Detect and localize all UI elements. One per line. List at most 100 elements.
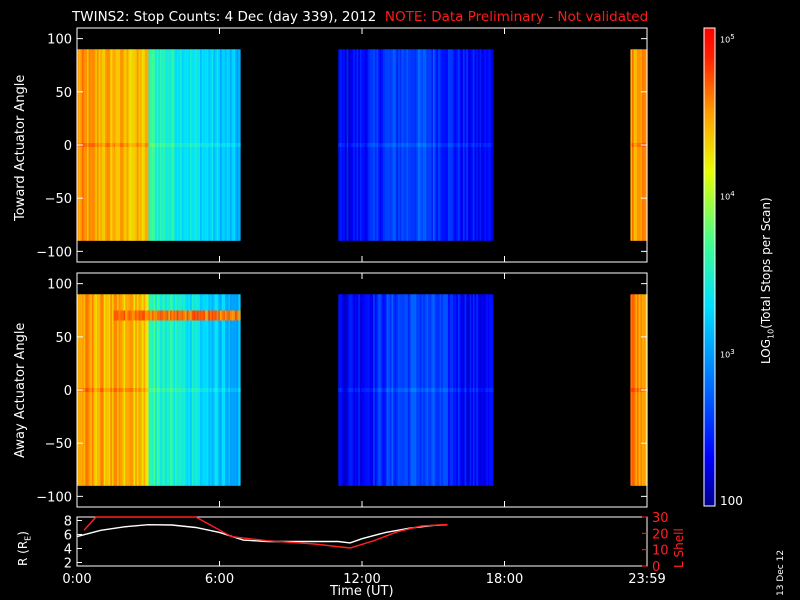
heatmap-high-angle-band — [153, 310, 156, 321]
heatmap-high-angle-band — [148, 310, 151, 321]
heatmap-high-angle-band — [175, 310, 178, 321]
heatmap-zero-band — [423, 388, 426, 392]
heatmap-zero-band — [482, 143, 486, 147]
heatmap-zero-band — [477, 388, 481, 392]
heatmap-zero-band — [443, 143, 446, 147]
heatmap-zero-band — [404, 388, 408, 392]
heatmap-zero-band — [398, 388, 401, 392]
heatmap-zero-band — [467, 388, 471, 392]
heatmap-zero-band — [419, 143, 422, 147]
heatmap-zero-band — [351, 143, 354, 147]
heatmap-zero-band — [198, 388, 201, 392]
heatmap-zero-band — [211, 143, 214, 147]
heatmap-zero-band — [424, 143, 427, 147]
heatmap-zero-band — [155, 388, 158, 392]
heatmap-zero-band — [391, 143, 394, 147]
heatmap-zero-band — [151, 388, 155, 392]
heatmap-zero-band — [438, 143, 441, 147]
heatmap-high-angle-band — [115, 310, 118, 321]
heatmap-zero-band — [454, 388, 457, 392]
heatmap-high-angle-band — [221, 310, 224, 321]
heatmap-zero-band — [170, 143, 173, 147]
heatmap-zero-band — [638, 388, 641, 392]
heatmap-zero-band — [221, 388, 224, 392]
heatmap-zero-band — [354, 388, 358, 392]
heatmap-zero-band — [461, 143, 464, 147]
heatmap-zero-band — [416, 388, 419, 392]
heatmap-zero-band — [436, 388, 439, 392]
heatmap-zero-band — [396, 143, 399, 147]
heatmap-zero-band — [103, 143, 106, 147]
heatmap-high-angle-band — [220, 310, 223, 321]
heatmap-high-angle-band — [178, 310, 181, 321]
heatmap-zero-band — [431, 143, 434, 147]
heatmap-zero-band — [635, 143, 638, 147]
heatmap-zero-band — [486, 143, 489, 147]
heatmap-zero-band — [411, 143, 414, 147]
heatmap-zero-band — [226, 388, 229, 392]
heatmap-high-angle-band — [180, 310, 183, 321]
heatmap-high-angle-band — [126, 310, 130, 321]
heatmap-zero-band — [469, 143, 472, 147]
heatmap-zero-band — [346, 388, 349, 392]
heatmap-zero-band — [165, 143, 168, 147]
heatmap-high-angle-band — [193, 310, 196, 321]
heatmap-zero-band — [414, 143, 417, 147]
heatmap-zero-band — [338, 388, 341, 392]
heatmap-zero-band — [404, 143, 408, 147]
heatmap-zero-band — [444, 388, 447, 392]
heatmap-zero-band — [120, 143, 123, 147]
heatmap-zero-band — [220, 143, 223, 147]
heatmap-zero-band — [100, 388, 103, 392]
heatmap-high-angle-band — [236, 310, 239, 321]
heatmap-zero-band — [120, 388, 123, 392]
heatmap-zero-band — [121, 143, 125, 147]
heatmap-zero-band — [361, 143, 364, 147]
heatmap-zero-band — [464, 143, 467, 147]
heatmap-high-angle-band — [128, 310, 131, 321]
heatmap-zero-band — [431, 388, 434, 392]
heatmap-zero-band — [637, 388, 640, 392]
heatmap-zero-band — [186, 388, 189, 392]
heatmap-zero-band — [403, 143, 406, 147]
heatmap-zero-band — [487, 388, 491, 392]
heatmap-zero-band — [448, 388, 451, 392]
heatmap-zero-band — [449, 143, 452, 147]
heatmap-zero-band — [366, 143, 369, 147]
heatmap-high-angle-band — [196, 310, 199, 321]
heatmap-zero-band — [236, 388, 239, 392]
heatmap-high-angle-band — [125, 310, 128, 321]
heatmap-zero-band — [206, 388, 209, 392]
heatmap-zero-band — [384, 143, 388, 147]
heatmap-high-angle-band — [203, 310, 206, 321]
heatmap-zero-band — [426, 388, 429, 392]
heatmap-zero-band — [633, 143, 636, 147]
x-tick-label: 23:59 — [628, 572, 665, 587]
heatmap-zero-band — [183, 388, 186, 392]
middle-panel-ylabel: Away Actuator Angle — [13, 322, 28, 458]
heatmap-high-angle-band — [138, 310, 141, 321]
heatmap-zero-band — [85, 143, 88, 147]
heatmap-high-angle-band — [131, 310, 135, 321]
heatmap-zero-band — [115, 143, 118, 147]
heatmap-zero-band — [125, 388, 128, 392]
heatmap-zero-band — [408, 388, 411, 392]
heatmap-high-angle-band — [231, 310, 234, 321]
heatmap-zero-band — [105, 388, 108, 392]
heatmap-high-angle-band — [181, 310, 184, 321]
colorbar-tick-1e3: 103 — [720, 348, 735, 360]
heatmap-zero-band — [156, 143, 160, 147]
chart-title: TWINS2: Stop Counts: 4 Dec (day 339), 20… — [72, 10, 648, 24]
heatmap-zero-band — [176, 143, 179, 147]
heatmap-zero-band — [449, 388, 452, 392]
heatmap-zero-band — [438, 388, 441, 392]
heatmap-zero-band — [401, 388, 404, 392]
heatmap-zero-band — [85, 388, 88, 392]
heatmap-zero-band — [101, 143, 105, 147]
heatmap-zero-band — [208, 143, 211, 147]
heatmap-zero-band — [418, 388, 421, 392]
heatmap-high-angle-band — [140, 310, 143, 321]
heatmap-zero-band — [171, 143, 175, 147]
